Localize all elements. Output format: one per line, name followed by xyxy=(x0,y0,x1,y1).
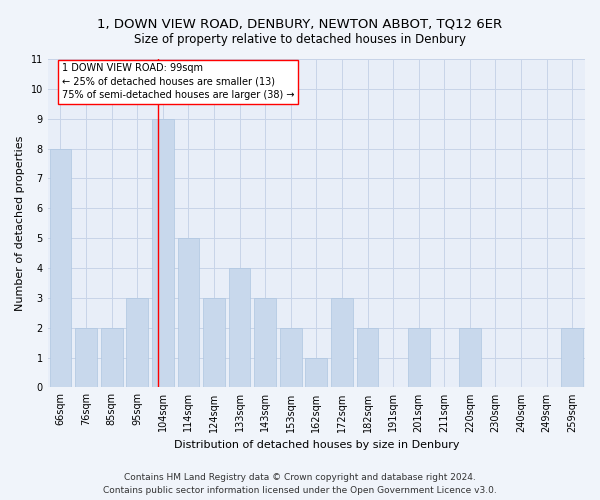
Text: Size of property relative to detached houses in Denbury: Size of property relative to detached ho… xyxy=(134,32,466,46)
Bar xyxy=(101,328,122,388)
Bar xyxy=(178,238,199,388)
Bar xyxy=(331,298,353,388)
Bar xyxy=(254,298,276,388)
Text: 1 DOWN VIEW ROAD: 99sqm
← 25% of detached houses are smaller (13)
75% of semi-de: 1 DOWN VIEW ROAD: 99sqm ← 25% of detache… xyxy=(62,64,294,100)
Text: Contains HM Land Registry data © Crown copyright and database right 2024.
Contai: Contains HM Land Registry data © Crown c… xyxy=(103,474,497,495)
Y-axis label: Number of detached properties: Number of detached properties xyxy=(15,136,25,311)
Bar xyxy=(152,118,173,388)
Bar xyxy=(50,148,71,388)
Bar xyxy=(203,298,225,388)
Bar xyxy=(459,328,481,388)
X-axis label: Distribution of detached houses by size in Denbury: Distribution of detached houses by size … xyxy=(173,440,459,450)
Bar xyxy=(562,328,583,388)
Bar xyxy=(75,328,97,388)
Bar xyxy=(127,298,148,388)
Bar xyxy=(356,328,379,388)
Bar xyxy=(408,328,430,388)
Bar xyxy=(305,358,327,388)
Bar xyxy=(280,328,302,388)
Text: 1, DOWN VIEW ROAD, DENBURY, NEWTON ABBOT, TQ12 6ER: 1, DOWN VIEW ROAD, DENBURY, NEWTON ABBOT… xyxy=(97,18,503,30)
Bar xyxy=(229,268,250,388)
